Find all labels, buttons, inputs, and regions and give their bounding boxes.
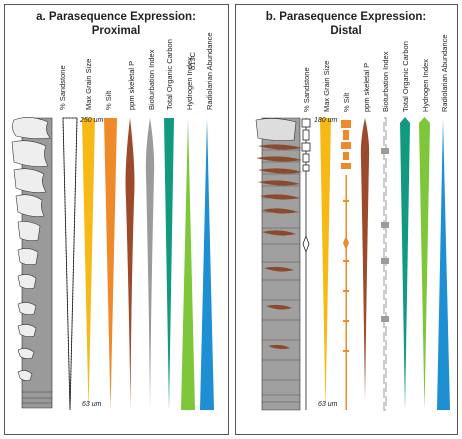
bioturbation-trace [381,117,389,411]
scale-label: 63 um [318,401,338,408]
toc-wedge [400,117,410,410]
column-header: Bioturbation Index [381,51,390,112]
sandstone-wedge [62,117,78,411]
radiolarian-wedge [200,118,214,410]
skeletal-p-spindle [125,118,135,410]
grain-size-wedge [82,118,95,410]
column-header: Total Organic Carbon [165,39,174,110]
column-header: ppm skeletal P [362,63,371,112]
column-header: Bioturbation Index [147,49,156,110]
panel-title: Distal [330,25,361,37]
column-header: Max Grain Size [84,59,93,110]
panel-title: a. Parasequence Expression: [36,11,196,23]
column-header: % Sandstone [58,65,67,110]
isotope-label: δ13C [188,51,197,70]
column-header: Hydrogen Index [421,59,430,112]
toc-wedge [164,118,174,410]
silt-wedge [104,118,117,410]
skeletal-p-spindle [360,118,370,400]
strat-column [255,117,302,411]
silt-trace [341,120,351,410]
bioturbation-spindle [145,118,155,410]
column-header: Max Grain Size [322,61,331,112]
sandstone-outline [62,117,78,411]
column-header: Radiolarian Abundance [205,32,214,110]
column-header: % Sandstone [302,67,311,112]
panel-title: b. Parasequence Expression: [266,11,426,23]
panel-title: Proximal [92,25,141,37]
column-header: Total Organic Carbon [401,41,410,112]
column-header: Hydrogen Index [185,57,194,110]
hydrogen-index-wedge [181,118,195,410]
column-header: ppm skeletal P [127,61,136,110]
scale-label: 180 um [314,117,338,124]
grain-size-wedge [320,118,331,410]
column-header: Radiolarian Abundance [440,34,449,112]
radiolarian-wedge [437,118,450,410]
sandstone-trace [301,118,311,410]
strat-column [11,117,53,409]
scale-label: 250 um [79,117,104,124]
panel-frame [235,4,458,435]
column-header: % Silt [104,90,113,110]
panel-frame [4,4,229,435]
hydrogen-index-wedge [419,117,430,410]
scale-label: 63 um [82,401,102,408]
column-header: % Silt [342,92,351,112]
